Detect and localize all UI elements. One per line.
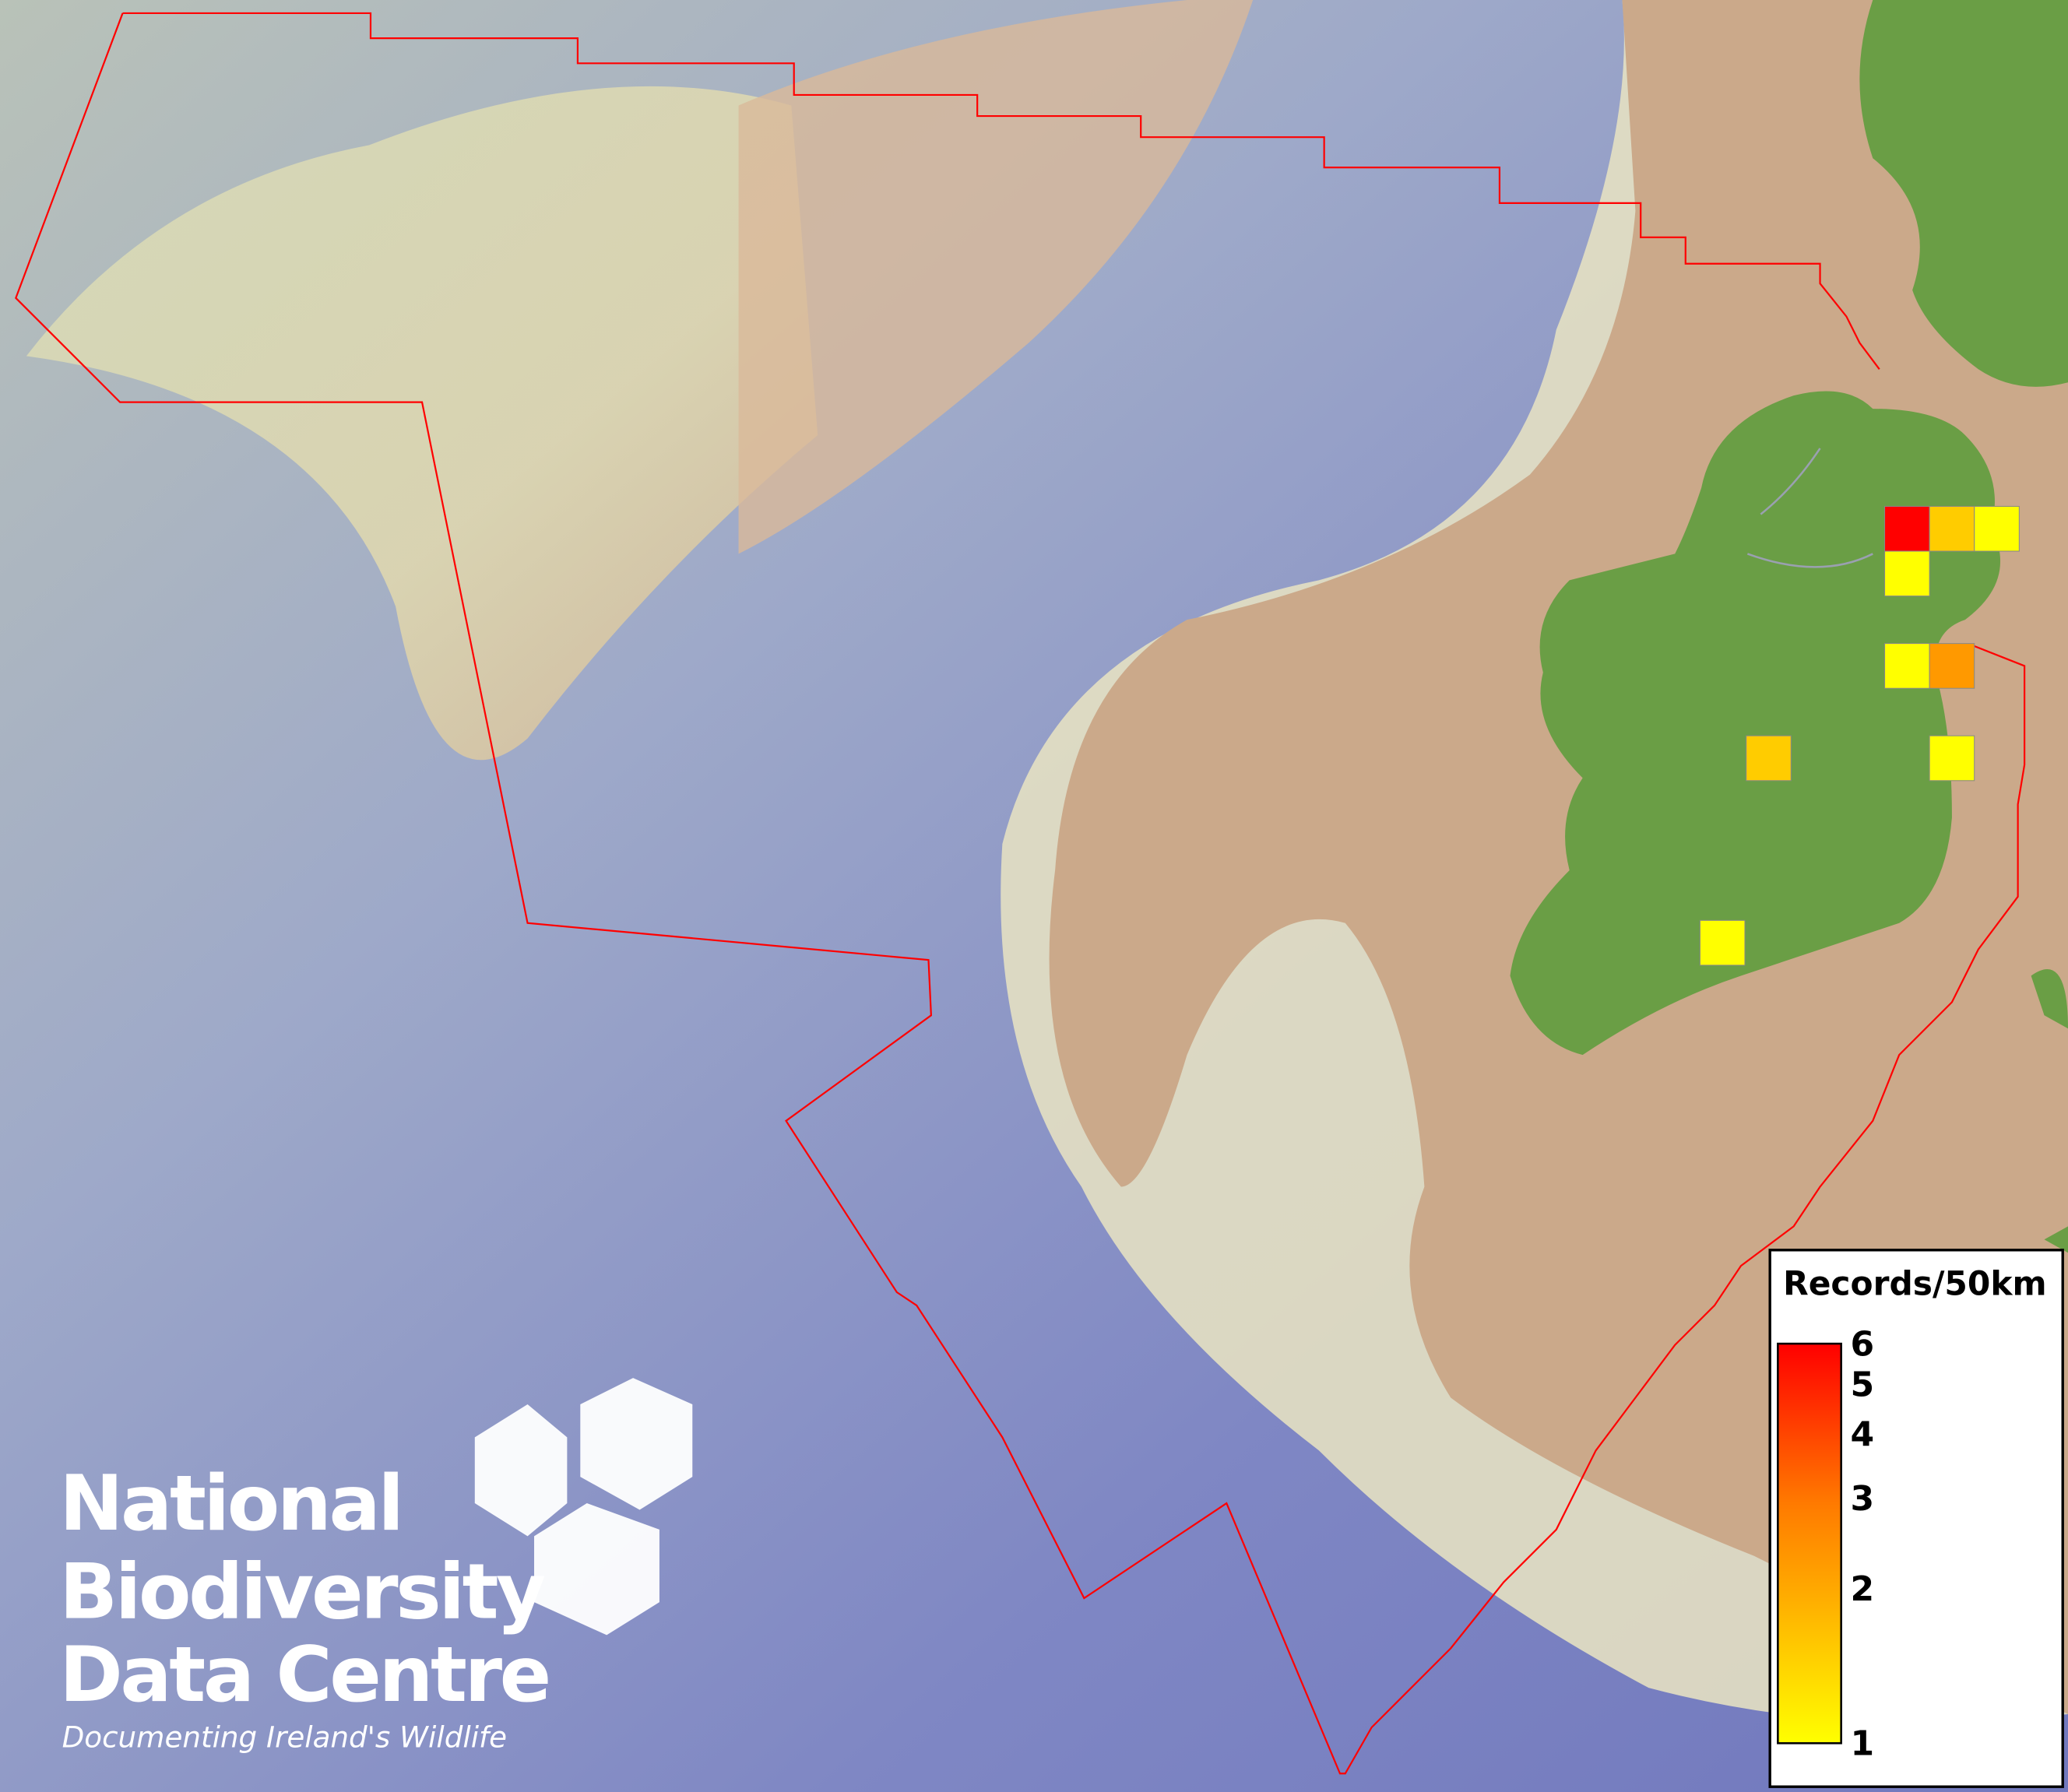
grid-cell[interactable] — [1929, 735, 1975, 782]
legend-tick-label: 3 — [1851, 1479, 1875, 1519]
grid-cell[interactable] — [1884, 550, 1930, 597]
wales-land — [2031, 969, 2068, 1253]
legend-tick-label: 5 — [1851, 1365, 1875, 1405]
tree-hexagon-icon — [474, 1404, 568, 1537]
logo-line-2: Biodiversity — [59, 1548, 545, 1636]
ireland-land — [1510, 391, 2001, 1056]
grid-cell[interactable] — [1884, 643, 1930, 689]
survey-boundary — [122, 12, 1880, 370]
logo-line-3: Data Centre — [59, 1631, 549, 1720]
logo-tagline: Documenting Ireland's Wildlife — [62, 1720, 507, 1754]
legend-title: Records/50km — [1783, 1264, 2046, 1302]
butterfly-hexagon-icon — [580, 1378, 693, 1510]
border-line — [1746, 448, 1873, 568]
legend-color-ramp — [1777, 1342, 1842, 1745]
ndbc-logo: National Biodiversity Data Centre Docume… — [59, 1378, 693, 1754]
legend: Records/50km 65 4 3 2 1 — [1768, 1249, 2064, 1788]
legend-tick-label: 6 — [1851, 1324, 1875, 1364]
grid-cell[interactable] — [1974, 505, 2020, 552]
grid-cell[interactable] — [1929, 505, 1975, 552]
legend-ticks: 65 4 3 2 1 — [1851, 1324, 1875, 1763]
legend-tick-label: 2 — [1851, 1569, 1875, 1609]
scotland-land — [1859, 0, 2068, 387]
grid-cell[interactable] — [1746, 735, 1792, 782]
rockall-bank — [26, 86, 818, 761]
seahorse-hexagon-icon — [534, 1503, 659, 1636]
logo-line-1: National — [59, 1460, 401, 1548]
survey-boundary-south — [15, 12, 2026, 1775]
legend-tick-label: 4 — [1851, 1414, 1875, 1454]
grid-cell[interactable] — [1699, 919, 1746, 966]
grid-cells — [1699, 505, 2020, 966]
legend-tick-label: 1 — [1851, 1724, 1875, 1764]
grid-cell[interactable] — [1929, 643, 1975, 689]
porcupine-bank — [738, 0, 1254, 554]
grid-cell[interactable] — [1884, 505, 1930, 552]
